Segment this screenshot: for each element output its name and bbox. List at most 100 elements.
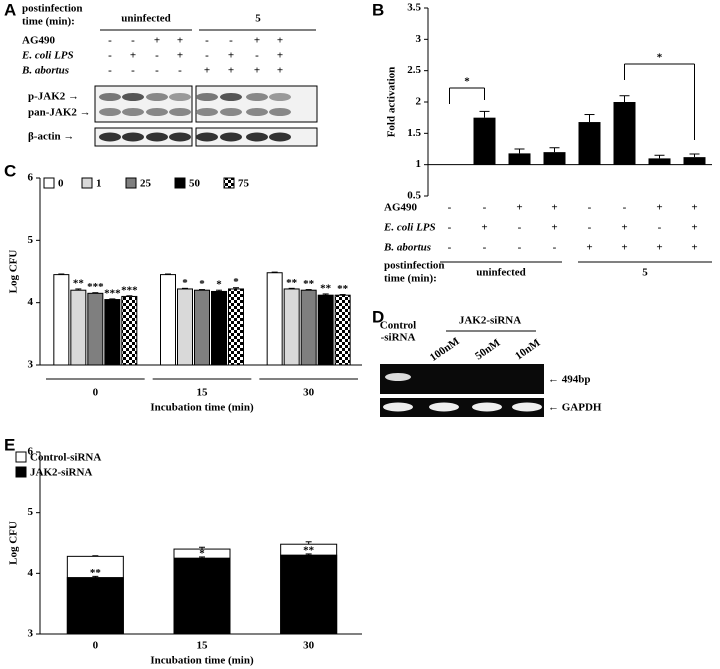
condition-label: E. coli LPS xyxy=(383,222,436,234)
significance: ** xyxy=(337,283,349,295)
time-label: postinfection xyxy=(22,3,83,15)
x-axis-title: Incubation time (min) xyxy=(150,655,254,667)
sign: + xyxy=(177,35,183,47)
lane-label: Control xyxy=(380,320,416,332)
y-tick-label: 3 xyxy=(28,359,34,371)
significance: * xyxy=(199,278,205,290)
significance: * xyxy=(182,277,188,289)
condition-label: B. abortus xyxy=(383,242,431,254)
sign: - xyxy=(108,65,112,77)
blot-box xyxy=(94,85,193,123)
blot-band xyxy=(269,93,291,101)
bar xyxy=(173,557,231,635)
significance: * xyxy=(657,52,663,64)
bar xyxy=(543,152,566,165)
sign: - xyxy=(483,242,487,254)
bar xyxy=(211,290,227,366)
sign: - xyxy=(229,35,233,47)
panel-label: B xyxy=(372,0,384,19)
significance: ** xyxy=(303,545,315,557)
blot-band xyxy=(269,108,291,116)
sign: + xyxy=(277,65,283,77)
x-tick-label: 15 xyxy=(197,387,209,399)
y-tick-label: 4 xyxy=(28,296,34,308)
sign: + xyxy=(656,242,662,254)
legend-label: 1 xyxy=(96,178,102,190)
group-label: JAK2-siRNA xyxy=(459,315,521,327)
gel-band xyxy=(383,402,413,412)
significance: * xyxy=(216,279,222,291)
group-label: 5 xyxy=(255,13,261,25)
group-label: 5 xyxy=(642,267,648,279)
panel-label: E xyxy=(4,435,15,454)
y-tick-label: 3.5 xyxy=(407,2,421,14)
legend-swatch xyxy=(223,177,235,189)
sign: - xyxy=(178,65,182,77)
sign: + xyxy=(621,242,627,254)
panel-label: C xyxy=(4,161,16,180)
significance: * xyxy=(199,548,205,560)
blot-band xyxy=(196,108,218,116)
sign: - xyxy=(588,202,592,214)
gel-band xyxy=(429,402,459,412)
lane-label: 50nM xyxy=(473,336,503,362)
sign: - xyxy=(108,50,112,62)
y-tick-label: 5 xyxy=(28,234,34,246)
blot-band xyxy=(146,132,168,142)
legend-swatch xyxy=(43,177,55,189)
sign: + xyxy=(228,65,234,77)
bar xyxy=(66,577,124,635)
bar xyxy=(578,122,601,165)
sign: - xyxy=(588,222,592,234)
blot-band xyxy=(196,93,218,101)
y-tick-label: 0.5 xyxy=(407,190,421,202)
significance: *** xyxy=(121,284,138,296)
bar xyxy=(266,272,283,366)
time-label: postinfection xyxy=(384,260,445,272)
sign: + xyxy=(621,222,627,234)
legend-label: 75 xyxy=(238,178,250,190)
blot-band xyxy=(122,93,144,101)
blot-band xyxy=(122,108,144,116)
sign: + xyxy=(130,50,136,62)
legend-label: Control-siRNA xyxy=(30,452,101,464)
legend-swatch xyxy=(15,451,27,463)
sign: - xyxy=(448,222,452,234)
bar xyxy=(334,294,351,366)
blot-band xyxy=(169,132,191,142)
blot-band xyxy=(220,108,242,116)
sign: - xyxy=(108,35,112,47)
bar xyxy=(104,299,121,366)
y-tick-label: 3 xyxy=(28,628,34,640)
blot-band xyxy=(146,93,168,101)
y-tick-label: 5 xyxy=(28,506,34,518)
bar xyxy=(683,157,706,165)
bar xyxy=(473,117,496,165)
bar xyxy=(70,289,87,366)
condition-label: AG490 xyxy=(384,202,418,214)
bar xyxy=(194,289,210,366)
bar xyxy=(177,288,193,366)
blot-band xyxy=(220,132,242,142)
blot-band xyxy=(246,108,268,116)
significance: *** xyxy=(104,287,121,299)
bar xyxy=(317,294,334,366)
significance: ** xyxy=(286,277,298,289)
legend-swatch xyxy=(125,177,137,189)
panel-label: D xyxy=(372,307,384,326)
sign: - xyxy=(255,50,259,62)
y-tick-label: 4 xyxy=(28,567,34,579)
sign: - xyxy=(131,65,135,77)
bar xyxy=(280,554,338,635)
group-label: uninfected xyxy=(121,13,171,25)
sign: + xyxy=(551,222,557,234)
x-tick-label: 0 xyxy=(93,640,99,652)
legend-label: 25 xyxy=(140,178,152,190)
bar xyxy=(53,274,70,366)
y-tick-label: 6 xyxy=(28,172,34,184)
blot-band xyxy=(169,108,191,116)
blot-band xyxy=(246,132,268,142)
significance: ** xyxy=(73,277,85,289)
sign: - xyxy=(518,222,522,234)
bar xyxy=(648,158,671,165)
